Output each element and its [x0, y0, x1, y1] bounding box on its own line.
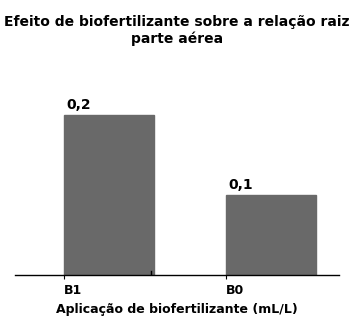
X-axis label: Aplicação de biofertilizante (mL/L): Aplicação de biofertilizante (mL/L): [56, 303, 298, 316]
Bar: [64, 115, 154, 275]
Title: Efeito de biofertilizante sobre a relação raiz
parte aérea: Efeito de biofertilizante sobre a relaçã…: [4, 15, 350, 46]
Text: 0,2: 0,2: [67, 98, 91, 112]
Text: 0,1: 0,1: [229, 178, 253, 192]
Bar: [225, 195, 316, 275]
